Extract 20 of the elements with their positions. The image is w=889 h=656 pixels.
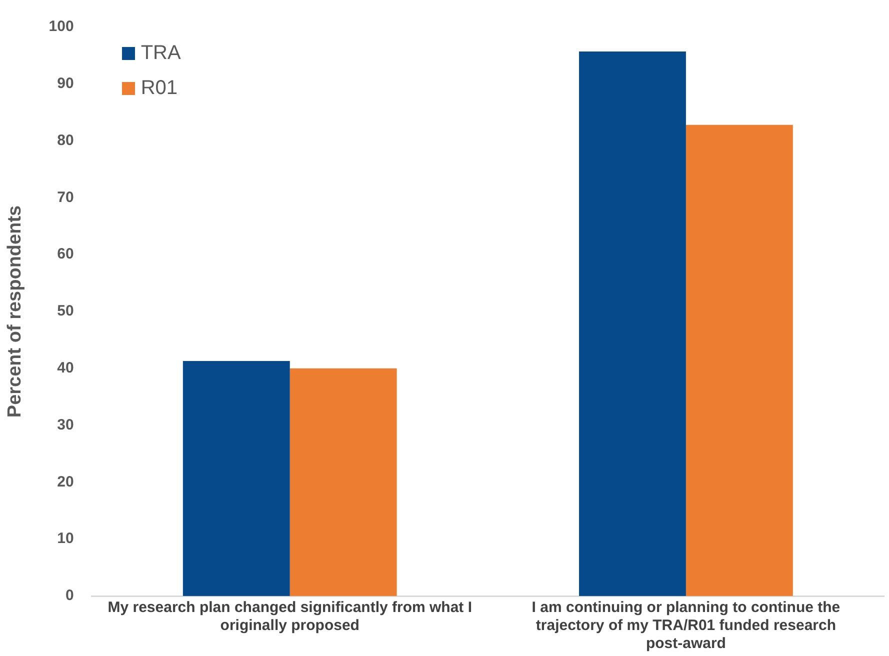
y-tick-label: 90: [57, 75, 74, 92]
y-tick-label: 40: [57, 360, 74, 377]
y-tick-label: 0: [65, 587, 74, 604]
y-tick-label: 20: [57, 473, 74, 490]
legend-label: R01: [140, 77, 178, 100]
y-tick-label: 50: [57, 302, 74, 320]
y-tick-label: 80: [57, 132, 74, 149]
y-tick-label: 60: [57, 246, 74, 263]
y-axis-title: Percent of respondents: [4, 205, 26, 418]
x-tick-label: I am continuing or planning to continue the trajectory of my TRA/R01 funded research post-award: [532, 599, 840, 652]
y-tick-label: 100: [48, 18, 74, 36]
y-tick-label: 30: [57, 416, 74, 434]
legend-label: TRA: [140, 42, 181, 65]
bar: [686, 124, 793, 596]
y-tick-label: 10: [57, 530, 74, 548]
bar: [182, 361, 290, 596]
x-tick-label: My research plan changed significantly from what I originally proposed: [108, 599, 472, 634]
bar: [290, 368, 397, 596]
bar: [579, 51, 686, 596]
y-tick-label: 70: [57, 188, 74, 206]
